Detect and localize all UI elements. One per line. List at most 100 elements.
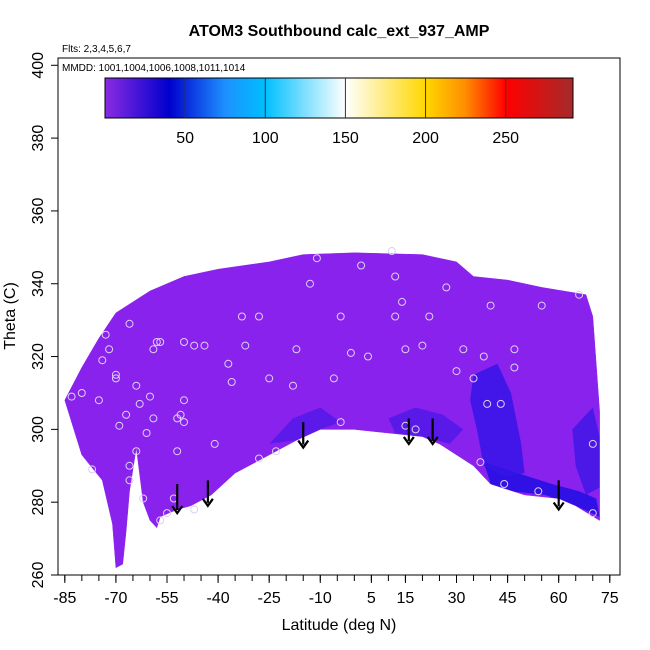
obs-point — [200, 341, 209, 350]
arrow-head — [171, 505, 184, 515]
obs-point — [149, 414, 158, 423]
colorbar-tick-label: 150 — [332, 130, 359, 147]
obs-point — [387, 247, 396, 255]
x-tick-label: -85 — [53, 590, 76, 607]
plot-frame — [57, 57, 621, 576]
x-tick-label: 45 — [499, 590, 517, 607]
obs-point — [88, 465, 97, 474]
colorbar-gradient — [104, 77, 574, 119]
y-tick-label: 400 — [30, 52, 47, 79]
obs-point — [105, 345, 114, 354]
field-patch-3 — [269, 407, 341, 444]
arrow-marker — [201, 480, 214, 508]
obs-point — [442, 283, 451, 292]
obs-point — [459, 345, 468, 354]
obs-point — [398, 297, 406, 306]
colorbar-tick-label: 200 — [412, 130, 439, 147]
obs-point — [510, 363, 519, 372]
field-domain — [64, 252, 600, 569]
obs-point — [156, 338, 165, 346]
y-tick-label: 320 — [30, 343, 47, 370]
y-axis: 260 280 300 320 340 360 380 400 — [30, 52, 58, 588]
obs-point — [146, 392, 154, 401]
obs-point — [101, 330, 110, 339]
obs-point — [125, 476, 134, 485]
x-tick-label: 30 — [448, 590, 466, 607]
y-tick-label: 300 — [30, 416, 47, 443]
arrow-marker — [552, 480, 565, 512]
x-tick-label: 5 — [367, 590, 376, 607]
obs-point — [329, 374, 338, 383]
obs-point — [173, 447, 182, 456]
arrow-head — [297, 439, 310, 450]
obs-point — [125, 319, 134, 328]
obs-point — [418, 341, 427, 350]
obs-point — [346, 348, 355, 357]
observation-points — [67, 247, 597, 525]
x-tick-label: 75 — [601, 590, 619, 607]
arrow-head — [552, 501, 565, 512]
obs-point — [411, 425, 420, 434]
obs-point — [265, 374, 274, 383]
obs-point — [125, 461, 134, 470]
arrow-marker — [171, 483, 184, 515]
y-tick-label: 260 — [30, 562, 47, 589]
obs-point — [180, 418, 188, 427]
chart-title: ATOM3 Southbound calc_ext_937_AMP — [189, 23, 490, 40]
obs-point — [510, 345, 519, 354]
obs-point — [94, 396, 103, 405]
obs-point — [152, 338, 161, 346]
obs-point — [142, 429, 151, 437]
y-tick-label: 280 — [30, 489, 47, 516]
obs-point — [132, 381, 141, 390]
field-layer — [64, 252, 600, 569]
x-axis-title: Latitude (deg N) — [282, 617, 397, 634]
arrow-head — [402, 436, 415, 446]
obs-point — [483, 399, 492, 408]
x-tick-label: 15 — [397, 590, 415, 607]
y-axis-title: Theta (C) — [2, 282, 19, 350]
obs-point — [122, 410, 131, 419]
obs-point — [77, 389, 86, 397]
obs-point — [588, 509, 597, 518]
x-tick-label: -55 — [155, 590, 178, 607]
obs-point — [500, 480, 509, 488]
colorbar: 50 100 150 200 250 — [104, 77, 574, 147]
obs-point — [336, 418, 345, 427]
obs-point — [176, 410, 185, 419]
obs-point — [469, 374, 478, 383]
obs-point — [111, 370, 120, 379]
field-patch-1 — [470, 363, 525, 477]
field-patches — [269, 363, 600, 517]
obs-point — [537, 301, 546, 310]
colorbar-tick-label: 100 — [252, 130, 279, 147]
obs-point — [391, 312, 400, 321]
obs-point — [227, 378, 236, 386]
obs-point — [336, 312, 345, 321]
obs-point — [111, 374, 120, 383]
obs-point — [496, 399, 505, 408]
obs-point — [272, 447, 280, 456]
arrow-marker — [402, 418, 415, 446]
obs-point — [306, 279, 314, 288]
obs-point — [255, 312, 263, 321]
obs-point — [163, 509, 171, 518]
obs-point — [312, 254, 321, 263]
obs-point — [115, 421, 124, 430]
x-tick-label: -25 — [258, 590, 281, 607]
obs-point — [391, 272, 400, 281]
obs-point — [132, 447, 141, 456]
obs-point — [479, 352, 488, 361]
obs-point — [357, 261, 366, 270]
y-tick-label: 380 — [30, 125, 47, 152]
obs-point — [180, 396, 188, 405]
flights-note: Flts: 2,3,4,5,6,7 — [62, 44, 131, 55]
obs-point — [575, 290, 584, 299]
obs-point — [98, 356, 107, 365]
arrow-marker — [426, 418, 439, 446]
y-tick-label: 340 — [30, 270, 47, 297]
obs-point — [588, 439, 597, 448]
arrow-markers — [171, 418, 565, 515]
obs-point — [139, 494, 148, 503]
